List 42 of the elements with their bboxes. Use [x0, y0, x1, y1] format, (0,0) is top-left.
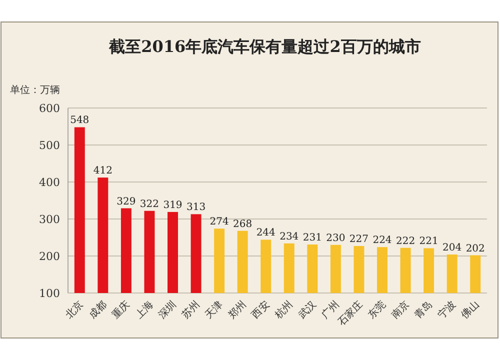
- data-label: 244: [256, 228, 276, 239]
- x-tick-label: 青岛: [412, 298, 435, 322]
- data-label: 221: [419, 236, 438, 248]
- x-tick-label: 杭州: [272, 298, 296, 322]
- x-tick-label: 深圳: [156, 298, 179, 322]
- x-tick-label: 成都: [86, 298, 110, 322]
- y-tick-label: 300: [39, 213, 60, 226]
- y-tick-label: 600: [39, 102, 60, 115]
- data-label: 329: [116, 196, 136, 208]
- data-label: 222: [396, 236, 416, 247]
- data-label: 319: [163, 200, 182, 211]
- data-label: 313: [186, 202, 206, 214]
- x-tick-label: 佛山: [458, 298, 482, 322]
- x-tick-label: 天津: [202, 298, 226, 322]
- x-tick-label: 东莞: [366, 298, 388, 322]
- data-label: 204: [442, 242, 462, 254]
- x-tick-label: 武汉: [296, 298, 319, 322]
- y-tick-label: 100: [39, 287, 60, 300]
- data-label: 202: [466, 243, 485, 254]
- data-label: 230: [326, 232, 346, 244]
- data-label: 268: [233, 218, 252, 230]
- x-tick-label: 重庆: [110, 298, 132, 322]
- y-axis-title: 单位：万辆: [10, 84, 60, 96]
- x-tick-label: 郑州: [226, 298, 249, 322]
- data-label: 412: [93, 166, 112, 177]
- data-label: 234: [280, 231, 299, 242]
- x-tick-label: 西安: [249, 298, 272, 322]
- x-tick-label: 北京: [63, 298, 86, 322]
- x-tick-label: 宁波: [436, 298, 458, 322]
- y-tick-label: 500: [39, 139, 60, 152]
- x-tick-label: 苏州: [180, 298, 202, 322]
- y-tick-label: 400: [39, 176, 60, 189]
- y-tick-label: 200: [39, 250, 60, 263]
- chart-title: 截至2016年底汽车保有量超过2百万的城市: [108, 37, 421, 56]
- data-label: 227: [349, 234, 369, 246]
- x-tick-label: 上海: [132, 298, 156, 322]
- x-tick-label: 南京: [389, 298, 412, 322]
- data-label: 274: [210, 216, 229, 228]
- data-label: 548: [70, 115, 90, 126]
- data-label: 224: [372, 235, 392, 246]
- data-label: 231: [302, 232, 322, 244]
- data-label: 322: [140, 198, 160, 210]
